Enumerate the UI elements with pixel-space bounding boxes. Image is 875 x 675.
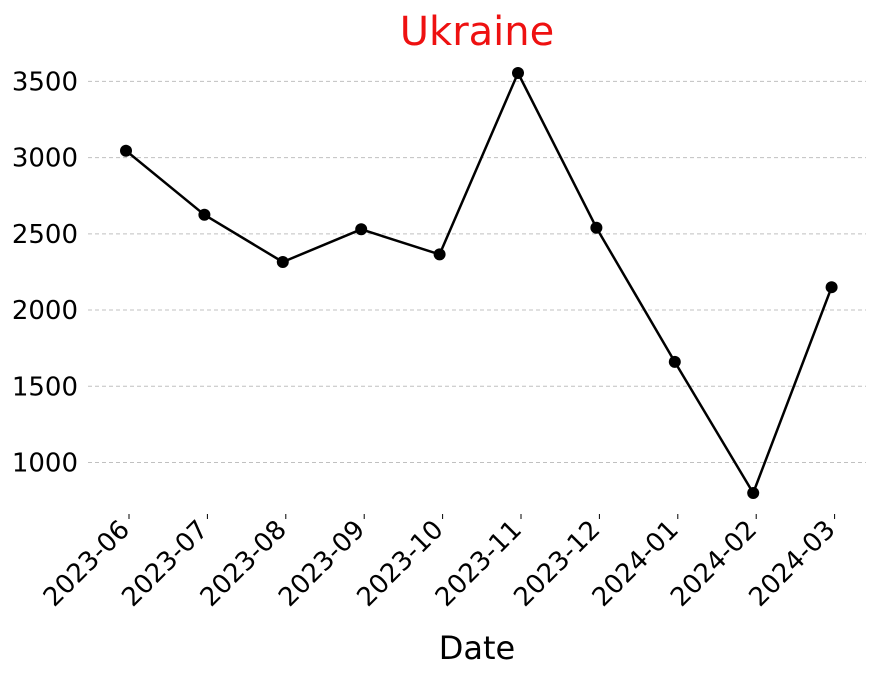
data-point [668,355,681,368]
y-tick-label: 3500 [12,67,78,97]
y-axis-ticks: 1000 1500 2000 2500 3000 3500 [12,67,78,478]
x-tick-label: 2023-09 [273,515,371,613]
chart-title: Ukraine [400,9,554,55]
data-point [355,223,368,236]
y-tick-label: 1500 [12,372,78,402]
series-line [125,71,833,495]
x-tick-label: 2023-06 [38,515,136,613]
x-axis-label: Date [439,629,515,667]
x-axis-ticks: 2023-062023-072023-082023-092023-102023-… [38,514,842,613]
x-tick-label: 2023-11 [430,515,528,613]
x-tick-label: 2024-01 [587,515,685,613]
data-point [198,208,211,221]
data-points [120,67,838,499]
y-tick-label: 2000 [12,296,78,326]
x-tick-label: 2023-10 [352,515,450,613]
data-point [276,256,289,269]
data-point [747,487,760,499]
data-point [433,248,446,261]
x-tick-label: 2023-12 [508,515,606,613]
y-tick-label: 1000 [12,449,78,479]
x-tick-label: 2024-02 [665,515,763,613]
x-tick-label: 2023-07 [116,515,214,613]
data-point [120,144,132,157]
y-tick-label: 2500 [12,220,78,250]
y-tick-label: 3000 [12,144,78,174]
x-tick-label: 2024-03 [744,515,842,613]
data-point [512,67,524,79]
grid-lines [88,80,866,464]
x-tick-label: 2023-08 [195,515,293,613]
data-point [825,281,838,294]
data-point [590,221,603,234]
